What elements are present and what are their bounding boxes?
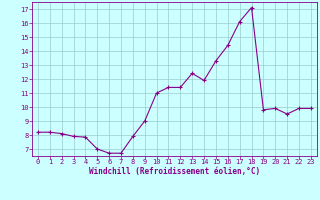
X-axis label: Windchill (Refroidissement éolien,°C): Windchill (Refroidissement éolien,°C)	[89, 167, 260, 176]
